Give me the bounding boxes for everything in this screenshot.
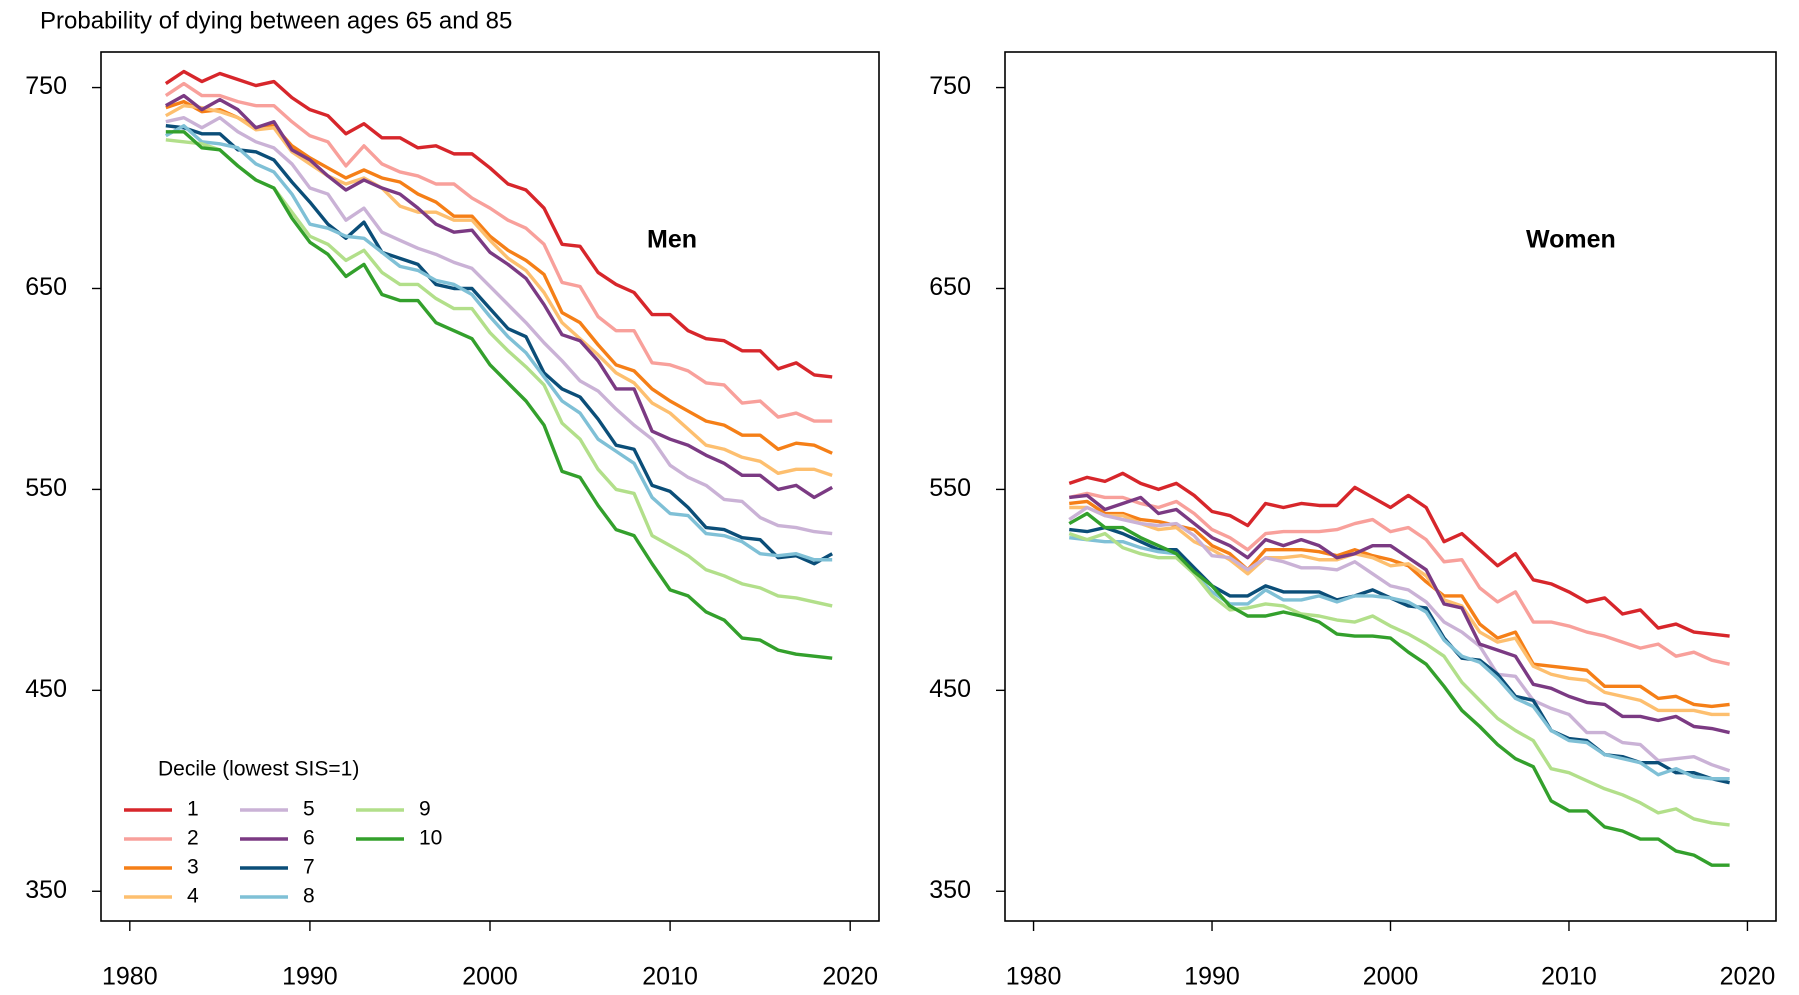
series-line xyxy=(164,69,833,379)
series-line xyxy=(1069,499,1730,709)
y-tick-label: 650 xyxy=(929,273,971,301)
plot-frame xyxy=(1004,51,1777,922)
x-tick-label: 1980 xyxy=(102,963,158,991)
plot-frame xyxy=(100,51,880,922)
legend-label: 9 xyxy=(419,798,431,821)
series-line xyxy=(1068,505,1731,773)
y-tick-label: 750 xyxy=(929,72,971,100)
x-tick-label: 2000 xyxy=(462,963,518,991)
series-line xyxy=(165,116,833,536)
panel-label: Men xyxy=(647,226,697,254)
y-tick-label: 550 xyxy=(25,474,67,502)
legend-label: 2 xyxy=(187,827,199,850)
panel-label: Women xyxy=(1526,226,1616,254)
y-tick-label: 650 xyxy=(25,273,67,301)
series-line xyxy=(165,93,834,500)
series-line xyxy=(1069,493,1730,735)
series-line xyxy=(165,124,834,566)
x-tick-label: 2000 xyxy=(1363,963,1419,991)
y-tick-label: 750 xyxy=(25,72,67,100)
x-tick-label: 1980 xyxy=(1006,963,1062,991)
series-line xyxy=(165,124,833,562)
legend-label: 5 xyxy=(303,798,315,821)
x-tick-label: 1990 xyxy=(282,963,338,991)
series-line xyxy=(1069,505,1730,717)
legend-label: 1 xyxy=(187,798,199,821)
x-tick-label: 1990 xyxy=(1184,963,1240,991)
series-line xyxy=(1068,471,1730,638)
figure-title: Probability of dying between ages 65 and… xyxy=(40,7,512,34)
legend-label: 7 xyxy=(303,856,315,879)
legend-title: Decile (lowest SIS=1) xyxy=(158,758,359,781)
legend-label: 3 xyxy=(187,856,199,879)
legend-label: 6 xyxy=(303,827,315,850)
x-tick-label: 2020 xyxy=(822,963,878,991)
series-line xyxy=(1068,511,1730,867)
series-line xyxy=(1068,531,1730,827)
y-tick-label: 350 xyxy=(25,876,67,904)
y-tick-label: 550 xyxy=(929,474,971,502)
y-tick-label: 450 xyxy=(929,675,971,703)
series-line xyxy=(165,99,833,455)
x-tick-label: 2010 xyxy=(642,963,698,991)
legend-label: 4 xyxy=(187,885,199,908)
series-line xyxy=(1068,491,1730,666)
legend-label: 8 xyxy=(303,885,315,908)
x-tick-label: 2010 xyxy=(1541,963,1597,991)
legend-label: 10 xyxy=(419,827,442,850)
series-line xyxy=(165,130,833,660)
y-tick-label: 450 xyxy=(25,675,67,703)
series-line xyxy=(165,103,833,477)
y-tick-label: 350 xyxy=(929,876,971,904)
series-line xyxy=(164,81,833,423)
x-tick-label: 2020 xyxy=(1720,963,1776,991)
